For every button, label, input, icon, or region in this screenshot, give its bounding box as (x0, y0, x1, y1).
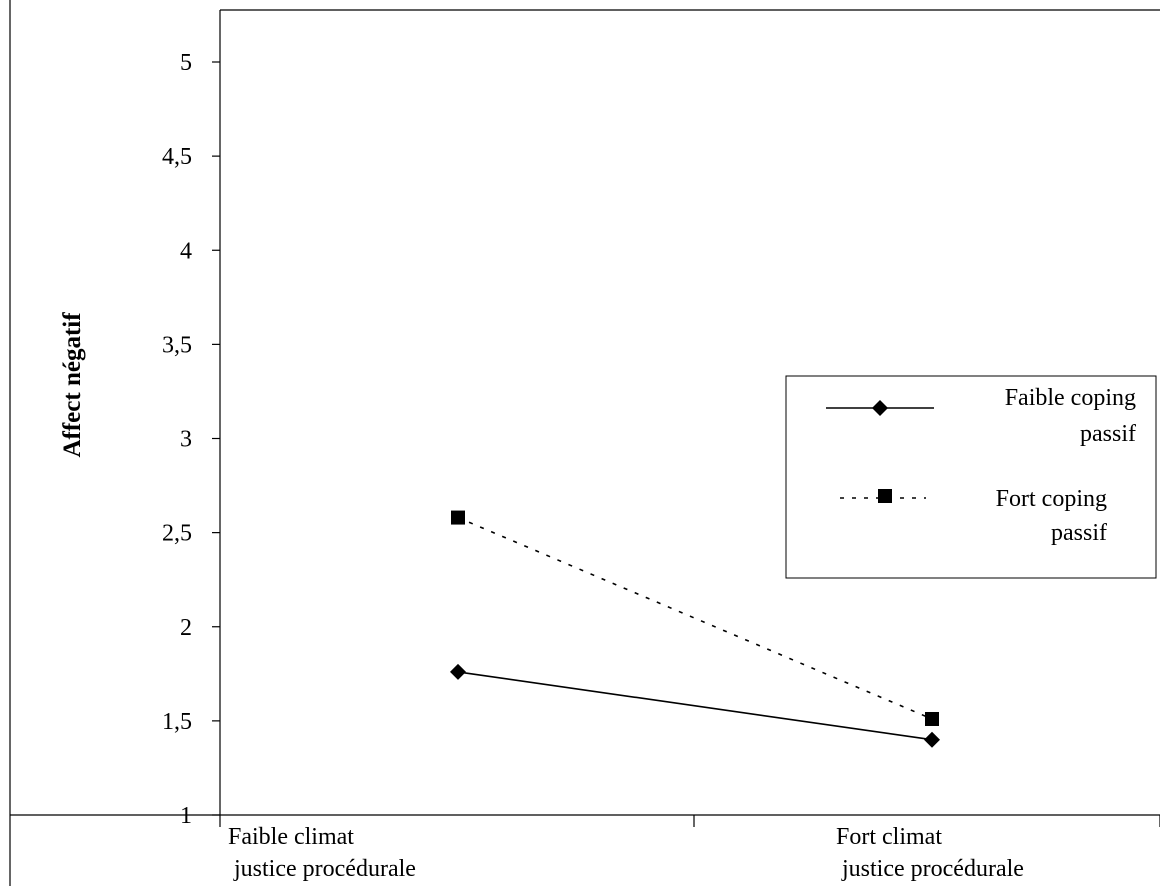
y-tick-label: 5 (180, 50, 192, 76)
y-tick-label: 2 (180, 615, 192, 641)
legend-marker-diamond (872, 400, 888, 416)
data-point-diamond (450, 663, 466, 680)
series-line (457, 671, 933, 741)
y-tick-label: 1 (180, 803, 192, 829)
y-tick-label: 3,5 (162, 332, 192, 358)
y-tick-label: 4 (180, 238, 192, 264)
legend-label-fort: Fort coping passif (996, 486, 1107, 546)
y-tick-label: 3 (180, 427, 192, 453)
y-axis-title: Affect négatif (59, 312, 86, 458)
legend-box (785, 375, 1157, 579)
y-tick-label: 4,5 (162, 144, 192, 170)
data-point-square (925, 711, 939, 726)
series-line (457, 516, 933, 720)
y-tick-label: 2,5 (162, 521, 192, 547)
legend-marker-square (878, 489, 892, 503)
data-point-square (451, 510, 465, 525)
y-tick-label: 1,5 (162, 709, 192, 735)
x-category-label: Faible climat justice procédurale (228, 824, 416, 882)
data-point-diamond (924, 731, 940, 748)
legend-label-faible: Faible coping passif (1005, 385, 1136, 447)
x-category-label: Fort climat justice procédurale (836, 824, 1024, 882)
